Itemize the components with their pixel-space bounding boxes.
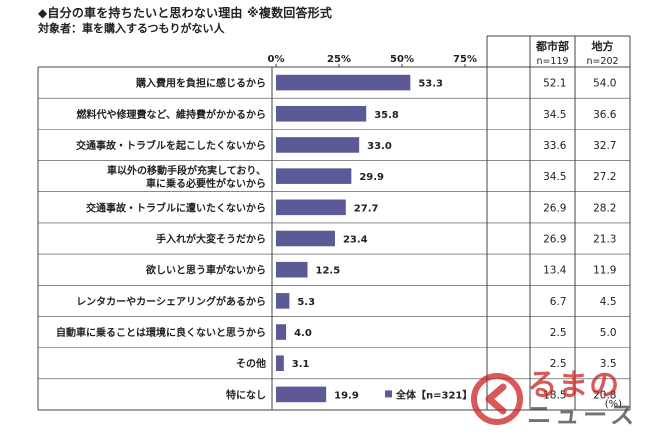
legend-label: 全体【n=321】 [395, 388, 472, 401]
bar-1 [276, 74, 411, 91]
table-value-rural: 21.3 [593, 234, 616, 246]
bar-9 [276, 324, 287, 340]
table-value-rural: 20.8 [593, 389, 616, 401]
bar-value-label: 4.0 [294, 328, 312, 339]
table-value-urban: 6.7 [550, 296, 567, 308]
table-header-rural: 地方 [592, 39, 614, 53]
category-label: 交通事故・トラブルに遭いたくないから [86, 201, 266, 214]
table-value-urban: 34.5 [543, 171, 566, 183]
table-value-urban: 26.9 [543, 202, 566, 214]
bar-8 [276, 293, 290, 309]
bar-11 [276, 386, 327, 403]
table-value-urban: 26.9 [543, 234, 566, 246]
bar-4 [276, 168, 352, 184]
watermark-text-bottom: ニュース [527, 401, 638, 429]
category-label: 購入費用を負担に感じるから [135, 77, 266, 90]
bar-value-label: 23.4 [343, 235, 368, 246]
table-value-rural: 4.5 [600, 296, 617, 308]
table-value-urban: 2.5 [550, 358, 567, 370]
table-value-rural: 54.0 [593, 78, 616, 90]
watermark-text-top: るまの [527, 368, 621, 403]
table-header-n-rural: n=202 [586, 56, 618, 67]
category-label: 自動車に乗ることは環境に良くないと思うから [56, 326, 266, 339]
bar-value-label: 19.9 [334, 390, 359, 401]
category-label: 燃料代や修理費など、維持費がかかるから [77, 108, 267, 121]
table-value-rural: 32.7 [593, 140, 616, 152]
table-value-rural: 11.9 [593, 265, 616, 277]
bar-10 [276, 355, 284, 372]
table-value-rural: 5.0 [600, 327, 617, 339]
bar-value-label: 27.7 [354, 203, 379, 214]
table-unit-label: (%) [605, 399, 622, 410]
category-label: その他 [236, 357, 266, 370]
table-value-rural: 28.2 [593, 202, 616, 214]
table-header-n-urban: n=119 [536, 56, 568, 67]
category-label: レンタカーやカーシェアリングがあるから [76, 295, 266, 308]
table-value-rural: 27.2 [593, 171, 616, 183]
kurumano-logo-icon [471, 373, 524, 425]
x-tick-label: 75% [453, 54, 477, 65]
category-label-line1: 車以外の移動手段が充実しており、 [107, 164, 266, 177]
legend-swatch [385, 390, 392, 398]
table-value-rural: 3.5 [600, 358, 617, 370]
table-value-urban: 18.5 [543, 389, 566, 401]
bar-value-label: 3.1 [292, 359, 310, 370]
table-value-urban: 52.1 [543, 78, 566, 90]
bar-2 [276, 105, 367, 122]
bar-value-label: 5.3 [297, 297, 315, 308]
category-label: 欲しいと思う車がないから [145, 264, 266, 277]
bar-value-label: 12.5 [316, 266, 341, 277]
kurumano-news-watermark: るまの ニュース [471, 371, 638, 427]
bar-value-label: 35.8 [374, 110, 399, 121]
bar-value-label: 53.3 [418, 79, 443, 90]
table-value-urban: 34.5 [543, 109, 566, 121]
chart-title: ◆自分の車を持ちたいと思わない理由 ※複数回答形式 [38, 6, 333, 20]
bar-7 [276, 261, 308, 278]
category-label: 手入れが大変そうだから [156, 233, 266, 246]
bar-value-label: 29.9 [359, 172, 384, 183]
bar-6 [276, 230, 335, 247]
category-label: 特になし [226, 388, 266, 401]
chart-subtitle: 対象者：車を購入するつもりがない人 [38, 22, 225, 35]
x-tick-label: 0% [268, 54, 285, 65]
x-tick-label: 25% [327, 54, 351, 65]
category-label: 交通事故・トラブルを起こしたくないから [76, 139, 266, 152]
x-tick-label: 50% [390, 54, 414, 65]
category-label-line2: 車に乗る必要性がないから [146, 177, 266, 190]
table-value-urban: 33.6 [543, 140, 567, 152]
bar-5 [276, 199, 346, 216]
bar-value-label: 33.0 [367, 141, 392, 152]
table-value-urban: 13.4 [543, 265, 567, 277]
table-header-urban: 都市部 [535, 39, 569, 53]
bar-3 [276, 137, 360, 153]
table-value-urban: 2.5 [550, 327, 567, 339]
table-value-rural: 36.6 [593, 109, 617, 121]
